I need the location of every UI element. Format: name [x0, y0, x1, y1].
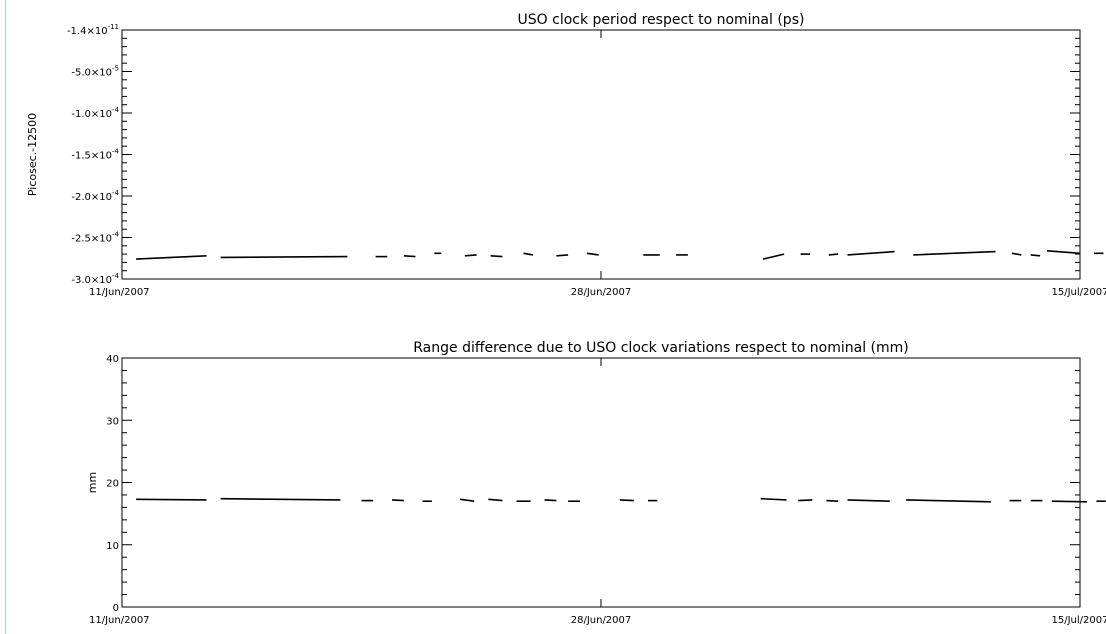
- data-segment: [391, 499, 404, 502]
- data-segment: [523, 252, 534, 256]
- x-tick-label: 15/Jul/2007: [1052, 615, 1106, 626]
- x-tick-label: 11/Jun/2007: [89, 615, 150, 626]
- data-segment: [826, 499, 839, 502]
- data-segment: [544, 499, 557, 502]
- y-axis-label: mm: [86, 472, 99, 493]
- x-tick-label: 28/Jun/2007: [571, 615, 632, 626]
- data-segment: [1011, 252, 1022, 256]
- y-tick-mantissa: -1.4×10: [67, 26, 108, 37]
- data-segment: [760, 497, 787, 501]
- y-tick-exponent: -4: [112, 189, 120, 197]
- data-segment: [1051, 500, 1088, 503]
- data-segment: [847, 499, 890, 502]
- y-tick-mantissa: 10: [106, 541, 119, 552]
- data-segment: [220, 497, 341, 501]
- data-segment: [1047, 250, 1081, 255]
- y-tick-mantissa: -1.5×10: [71, 151, 112, 162]
- data-segment: [490, 255, 503, 258]
- data-segment: [488, 498, 503, 502]
- data-segment: [136, 255, 207, 260]
- chart-panel-2: Range difference due to USO clock variat…: [86, 340, 1106, 626]
- data-segment: [798, 499, 813, 502]
- data-segment: [556, 254, 569, 257]
- data-segment: [906, 499, 991, 503]
- x-tick-label: 11/Jun/2007: [89, 287, 150, 298]
- y-tick-exponent: -4: [112, 148, 120, 156]
- y-tick-mantissa: -2.0×10: [71, 192, 112, 203]
- data-segment: [403, 255, 416, 258]
- y-tick-label: -3.0×10-4: [71, 272, 119, 286]
- y-tick-label: -5.0×10-5: [71, 64, 119, 78]
- left-border-line: [5, 0, 6, 634]
- y-tick-label: 30: [106, 416, 119, 427]
- y-tick-mantissa: -3.0×10: [71, 275, 112, 286]
- data-segment: [1030, 254, 1041, 257]
- chart-panel-1: USO clock period respect to nominal (ps)…: [26, 12, 1106, 298]
- y-tick-label: 20: [106, 479, 119, 490]
- y-tick-label: 0: [113, 603, 119, 614]
- y-tick-mantissa: 30: [106, 416, 119, 427]
- data-segment: [464, 254, 477, 257]
- plot-frame: [121, 29, 1081, 280]
- y-tick-exponent: -4: [112, 106, 120, 114]
- y-tick-label: 40: [106, 354, 119, 365]
- y-tick-mantissa: -1.0×10: [71, 109, 112, 120]
- y-tick-label: -2.5×10-4: [71, 231, 119, 245]
- data-segment: [586, 252, 599, 256]
- chart-title: USO clock period respect to nominal (ps): [518, 12, 805, 28]
- y-tick-label: 10: [106, 541, 119, 552]
- y-tick-mantissa: 40: [106, 354, 119, 365]
- y-tick-label: -1.0×10-4: [71, 106, 119, 120]
- data-segment: [459, 498, 475, 502]
- y-tick-mantissa: -5.0×10: [71, 67, 112, 78]
- x-tick-label: 15/Jul/2007: [1052, 287, 1106, 298]
- y-tick-exponent: -4: [112, 231, 120, 239]
- y-tick-exponent: -5: [112, 64, 119, 72]
- data-segment: [762, 253, 785, 260]
- x-tick-label: 28/Jun/2007: [571, 287, 632, 298]
- plot-frame: [121, 357, 1081, 608]
- chart-title: Range difference due to USO clock variat…: [413, 340, 909, 356]
- y-tick-label: -1.5×10-4: [71, 148, 119, 162]
- y-tick-mantissa: -2.5×10: [71, 234, 112, 245]
- data-segment: [619, 499, 634, 502]
- y-tick-label: -2.0×10-4: [71, 189, 119, 203]
- y-tick-mantissa: 20: [106, 479, 119, 490]
- data-segment: [847, 250, 895, 256]
- y-tick-exponent: -4: [112, 272, 120, 280]
- data-segment: [828, 253, 839, 256]
- data-segment: [913, 250, 996, 256]
- data-segment: [220, 255, 348, 259]
- y-tick-exponent: -11: [108, 23, 119, 31]
- y-tick-label: -1.4×10-11: [67, 23, 119, 37]
- data-segment: [136, 498, 207, 501]
- y-axis-label: Picosec.-12500: [26, 113, 39, 196]
- y-tick-mantissa: 0: [113, 603, 119, 614]
